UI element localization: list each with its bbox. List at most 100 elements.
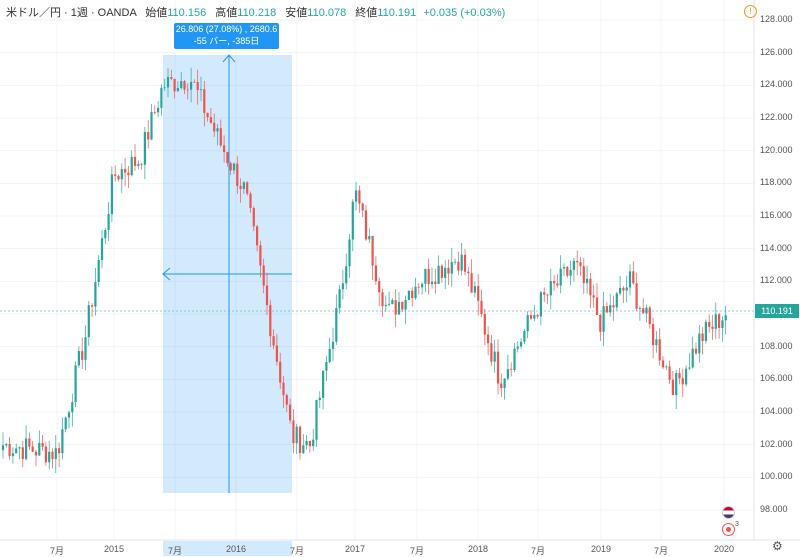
candle-body	[302, 445, 305, 454]
candle-body	[322, 370, 325, 398]
us-flag-icon[interactable]	[722, 506, 735, 519]
candle-body	[539, 292, 542, 317]
candle-body	[589, 278, 592, 296]
candle-body	[513, 348, 516, 370]
price-tick-label: 100.000	[760, 471, 793, 482]
price-tick-label: 108.000	[760, 340, 793, 351]
time-tick-label: 7月	[409, 546, 425, 556]
candle-body	[450, 262, 453, 274]
candle-body	[249, 193, 252, 209]
candle-body	[718, 314, 721, 328]
candle-body	[612, 305, 615, 308]
candle-body	[648, 307, 651, 325]
candle-body	[582, 266, 585, 284]
candle-body	[427, 268, 430, 285]
candle-body	[305, 440, 308, 446]
high-value: 110.218	[237, 7, 277, 19]
candle-body	[176, 88, 179, 92]
candle-body	[520, 341, 523, 347]
candle-body	[381, 292, 384, 307]
symbol-title[interactable]: 米ドル／円 · 1週 · OANDA	[6, 7, 137, 19]
candle-body	[526, 315, 529, 332]
candle-body	[374, 265, 377, 282]
candle-body	[193, 81, 196, 83]
candle-body	[566, 267, 569, 276]
candle-body	[414, 286, 417, 299]
candle-body	[5, 443, 8, 446]
gear-icon[interactable]: ⚙	[772, 539, 783, 553]
time-tick-label: 2020	[713, 544, 735, 554]
candle-body	[483, 313, 486, 335]
candle-body	[345, 266, 348, 284]
candle-body	[38, 442, 41, 456]
candle-body	[668, 366, 671, 380]
candle-body	[490, 343, 493, 362]
candle-body	[216, 128, 219, 132]
candle-body	[549, 281, 552, 296]
candle-body	[34, 451, 38, 456]
candle-body	[447, 267, 450, 274]
candle-body	[203, 89, 206, 113]
candle-body	[510, 369, 513, 370]
candle-body	[523, 331, 526, 342]
candle-body	[622, 287, 625, 291]
time-axis[interactable]: 7月 2015 7月 2016 7月 2017 7月 2018 7月 2019 7月 2020	[0, 540, 754, 556]
price-tick-label: 106.000	[760, 373, 793, 384]
candle-body	[417, 286, 420, 288]
candle-body	[500, 383, 503, 389]
candle-body	[259, 245, 262, 266]
measure-tooltip-line2: -55 バー, -385日	[193, 35, 260, 46]
close-value: 110.191	[377, 7, 417, 19]
candle-body	[602, 306, 605, 332]
info-icon[interactable]: !	[744, 5, 757, 18]
candle-body	[147, 132, 150, 140]
candle-body	[576, 260, 579, 263]
economic-event-icon[interactable]	[722, 523, 735, 536]
candle-body	[74, 365, 77, 403]
candle-body	[285, 395, 288, 405]
candle-body	[199, 89, 203, 91]
candle-body	[681, 378, 684, 385]
candles-group[interactable]	[1, 67, 727, 474]
price-axis[interactable]: 128.000 126.000 124.000 122.000 120.000 118.0…	[754, 0, 800, 556]
candle-body	[506, 369, 509, 379]
candle-body	[424, 268, 427, 284]
candle-body	[272, 336, 275, 346]
candle-body	[328, 348, 331, 363]
measure-tooltip: 26.806 (27.08%) , 2680.6 -55 バー, -385日	[174, 23, 279, 49]
candle-body	[246, 182, 249, 194]
time-tick-label: 7月	[653, 546, 669, 556]
candle-body	[223, 145, 226, 153]
candle-body	[265, 285, 269, 306]
candle-body	[562, 267, 566, 269]
candle-body	[457, 261, 460, 271]
candle-body	[219, 128, 222, 146]
candle-body	[572, 260, 575, 270]
candle-body	[711, 326, 714, 329]
time-tick-label: 2015	[103, 544, 125, 554]
candle-body	[269, 305, 272, 337]
candle-body	[232, 163, 236, 171]
candle-body	[536, 315, 539, 317]
candle-body	[160, 87, 163, 108]
candle-body	[533, 315, 536, 319]
candle-body	[358, 190, 361, 204]
candle-body	[41, 442, 44, 447]
candle-body	[625, 287, 628, 291]
time-tick-label: 7月	[530, 546, 546, 556]
time-tick-label: 7月	[49, 546, 65, 556]
candle-body	[694, 348, 698, 354]
candle-body	[114, 174, 117, 176]
candle-body	[605, 306, 608, 313]
grid-lines	[0, 0, 754, 540]
candle-body	[229, 163, 232, 171]
candle-body	[308, 440, 311, 447]
price-tick-label: 128.000	[760, 14, 793, 24]
candle-body	[48, 451, 51, 463]
candle-body	[150, 112, 153, 140]
candle-body	[632, 271, 635, 284]
candle-body	[256, 226, 259, 246]
candle-body	[318, 397, 321, 400]
candle-body	[31, 446, 34, 452]
